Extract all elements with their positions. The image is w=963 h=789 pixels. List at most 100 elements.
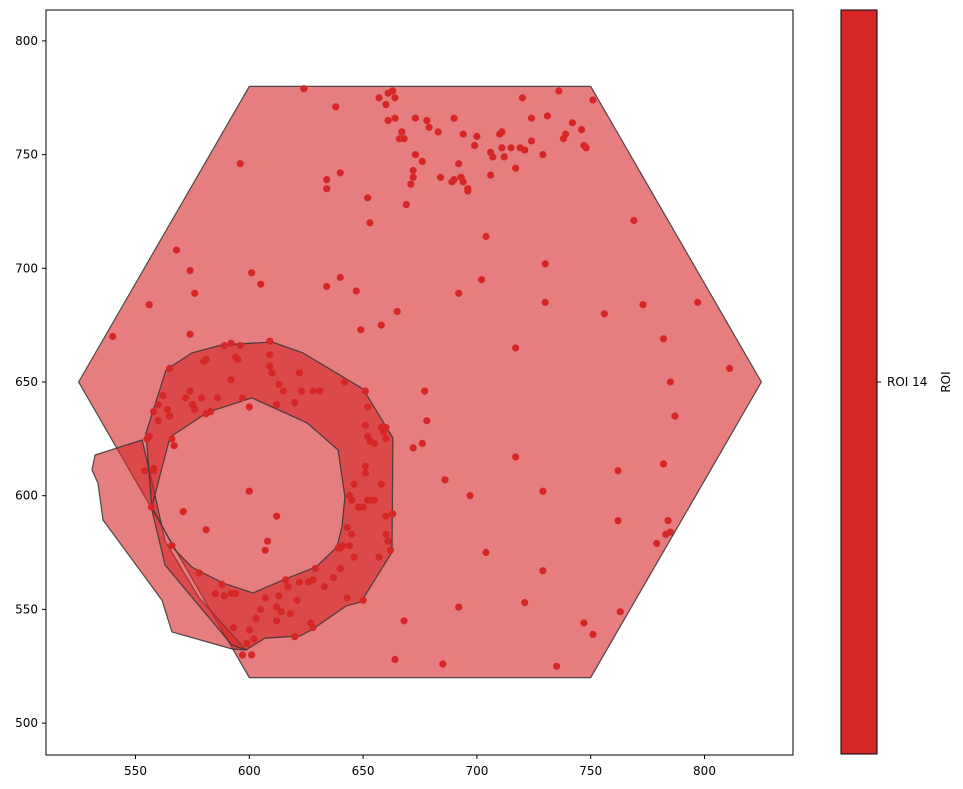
y-tick-label: 800 (15, 34, 38, 48)
data-point (350, 480, 358, 488)
data-point (266, 351, 274, 359)
x-axis: 550 600 650 700 750 800 (124, 755, 716, 778)
data-point (653, 539, 661, 548)
data-point (466, 492, 474, 500)
data-point (211, 589, 219, 598)
data-point (659, 335, 668, 343)
x-tick-label: 550 (124, 764, 147, 778)
x-tick-label: 750 (579, 764, 602, 778)
data-point (539, 487, 547, 495)
x-tick-label: 800 (693, 764, 716, 778)
data-point (166, 364, 174, 372)
data-point (582, 144, 590, 152)
data-point (423, 417, 431, 425)
data-point (441, 476, 449, 484)
x-tick-label: 650 (352, 764, 375, 778)
data-point (309, 624, 317, 632)
data-point (694, 298, 702, 306)
data-point (464, 185, 472, 193)
data-point (163, 405, 171, 413)
data-point (273, 603, 281, 611)
data-point (511, 453, 520, 461)
data-point (364, 194, 372, 202)
data-point (409, 173, 417, 181)
data-point (336, 564, 344, 573)
data-point (286, 610, 294, 618)
roi-polygons (77, 85, 763, 679)
data-point (109, 332, 117, 341)
data-point (614, 467, 622, 475)
data-point (268, 369, 276, 377)
data-point (511, 344, 520, 352)
y-tick-label: 650 (15, 375, 38, 389)
data-point (541, 298, 549, 306)
data-point (309, 576, 317, 584)
data-point (543, 112, 552, 120)
data-point (459, 178, 467, 186)
data-point (316, 387, 324, 395)
data-point (295, 578, 303, 586)
data-point (527, 137, 536, 145)
data-point (382, 101, 390, 109)
data-point (666, 378, 675, 386)
roi-points (109, 85, 734, 670)
data-point (300, 85, 308, 93)
data-point (384, 537, 392, 545)
y-tick-label: 700 (15, 261, 38, 275)
data-point (257, 280, 265, 288)
y-tick-label: 600 (15, 489, 38, 503)
data-point (391, 655, 399, 664)
data-point (487, 171, 495, 179)
data-point (398, 128, 406, 136)
data-point (382, 512, 390, 520)
data-point (245, 403, 253, 411)
data-point (200, 357, 208, 366)
data-point (359, 503, 367, 511)
data-point (539, 567, 547, 575)
data-point (459, 130, 467, 138)
data-point (261, 594, 269, 602)
data-point (539, 151, 547, 159)
data-point (589, 96, 597, 104)
data-point (423, 116, 431, 125)
data-point (154, 417, 162, 425)
data-point (389, 87, 397, 95)
data-point (361, 387, 369, 395)
data-point (168, 542, 176, 550)
data-point (291, 398, 299, 407)
data-point (323, 282, 331, 291)
data-point (400, 617, 408, 625)
data-point (348, 496, 356, 504)
data-point (275, 592, 283, 600)
data-point (298, 387, 306, 395)
data-point (263, 537, 272, 545)
data-point (455, 603, 463, 611)
data-point (436, 173, 445, 181)
colorbar (840, 9, 878, 755)
data-point (541, 260, 549, 268)
data-point (220, 342, 228, 350)
data-point (384, 116, 392, 125)
data-point (511, 164, 520, 172)
data-point (329, 574, 338, 582)
data-point (234, 355, 242, 363)
data-point (418, 439, 426, 447)
data-point (277, 608, 285, 616)
data-point (664, 517, 672, 525)
data-point (521, 146, 529, 154)
data-point (273, 512, 281, 520)
data-point (659, 460, 668, 468)
data-point (553, 662, 561, 670)
data-point (179, 508, 187, 516)
data-point (382, 530, 390, 539)
data-point (500, 153, 508, 161)
data-point (389, 510, 397, 518)
data-point (220, 592, 228, 600)
data-point (614, 517, 622, 525)
data-point (236, 160, 244, 168)
data-point (279, 387, 287, 395)
data-point (343, 523, 351, 532)
data-point (411, 114, 419, 122)
data-point (639, 301, 647, 309)
data-point (345, 542, 353, 550)
